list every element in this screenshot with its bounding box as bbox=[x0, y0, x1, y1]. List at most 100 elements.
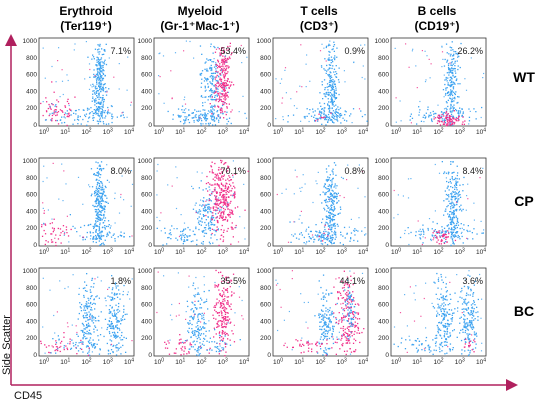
scatter-point bbox=[211, 232, 213, 235]
scatter-point bbox=[122, 111, 124, 113]
scatter-point bbox=[309, 237, 311, 239]
scatter-point bbox=[311, 350, 313, 353]
scatter-point bbox=[419, 228, 421, 230]
scatter-point bbox=[110, 323, 112, 325]
scatter-point bbox=[94, 346, 96, 349]
scatter-point bbox=[315, 230, 317, 232]
scatter-point bbox=[97, 213, 99, 215]
scatter-point bbox=[118, 88, 120, 90]
scatter-point bbox=[445, 125, 447, 127]
scatter-point bbox=[100, 57, 103, 59]
panel-frame bbox=[38, 37, 135, 127]
scatter-point bbox=[341, 337, 343, 339]
scatter-point bbox=[51, 103, 53, 105]
scatter-point bbox=[328, 329, 330, 332]
scatter-point bbox=[100, 70, 102, 73]
scatter-point bbox=[55, 352, 57, 354]
scatter-point bbox=[175, 237, 177, 239]
scatter-point bbox=[98, 190, 100, 192]
scatter-point bbox=[199, 73, 201, 75]
scatter-point bbox=[105, 87, 107, 89]
scatter-point bbox=[327, 108, 330, 110]
scatter-point bbox=[452, 121, 454, 123]
scatter-point bbox=[223, 90, 225, 92]
scatter-point bbox=[452, 242, 454, 245]
scatter-point bbox=[220, 183, 223, 185]
scatter-point bbox=[102, 97, 104, 99]
scatter-point bbox=[216, 229, 219, 231]
scatter-point bbox=[344, 328, 346, 330]
scatter-point bbox=[452, 97, 454, 99]
scatter-point bbox=[212, 223, 214, 226]
scatter-point bbox=[102, 64, 104, 67]
scatter-point bbox=[217, 72, 219, 74]
scatter-point bbox=[215, 195, 218, 197]
x-tick-label: 101 bbox=[60, 128, 70, 137]
scatter-point bbox=[223, 332, 225, 335]
scatter-point bbox=[94, 316, 96, 319]
scatter-point bbox=[202, 123, 204, 125]
scatter-point bbox=[98, 214, 100, 216]
scatter-point bbox=[443, 111, 446, 114]
scatter-point bbox=[448, 115, 451, 117]
scatter-point bbox=[104, 110, 106, 112]
scatter-point bbox=[100, 88, 102, 90]
scatter-point bbox=[457, 117, 459, 119]
scatter-point bbox=[101, 108, 103, 110]
scatter-point bbox=[450, 49, 452, 51]
scatter-point bbox=[203, 321, 205, 324]
scatter-point bbox=[222, 175, 225, 177]
scatter-point bbox=[451, 41, 453, 43]
scatter-point bbox=[209, 103, 211, 105]
scatter-point bbox=[223, 309, 225, 311]
scatter-point bbox=[212, 242, 214, 244]
scatter-point bbox=[459, 227, 461, 230]
scatter-point bbox=[331, 238, 334, 240]
scatter-point bbox=[125, 337, 127, 339]
scatter-point bbox=[67, 115, 69, 117]
y-tick-label: 800 bbox=[378, 285, 389, 292]
scatter-point bbox=[48, 351, 50, 354]
scatter-point bbox=[225, 103, 228, 105]
scatter-point bbox=[101, 65, 103, 67]
y-tick-label: 0 bbox=[148, 352, 152, 359]
scatter-point bbox=[103, 205, 105, 207]
scatter-point bbox=[97, 44, 99, 46]
scatter-point bbox=[183, 222, 186, 224]
scatter-point bbox=[465, 209, 467, 211]
scatter-point bbox=[217, 85, 219, 88]
scatter-point bbox=[98, 235, 100, 237]
scatter-point bbox=[452, 221, 455, 224]
scatter-point bbox=[100, 174, 102, 176]
scatter-point bbox=[82, 331, 84, 333]
scatter-point bbox=[434, 117, 437, 119]
scatter-point bbox=[397, 213, 399, 216]
scatter-point bbox=[191, 308, 193, 310]
scatter-point bbox=[323, 328, 326, 330]
scatter-point bbox=[329, 220, 331, 223]
scatter-point bbox=[56, 346, 58, 348]
scatter-point bbox=[300, 352, 302, 354]
x-tick-label: 100 bbox=[273, 358, 283, 367]
scatter-point bbox=[186, 236, 189, 238]
scatter-point bbox=[209, 66, 211, 69]
scatter-point bbox=[245, 117, 248, 119]
scatter-point bbox=[88, 342, 91, 344]
scatter-point bbox=[168, 342, 170, 344]
scatter-point bbox=[445, 233, 447, 236]
scatter-point bbox=[330, 224, 332, 226]
scatter-point bbox=[193, 334, 195, 336]
scatter-point bbox=[328, 111, 330, 113]
scatter-point bbox=[94, 317, 97, 319]
scatter-point bbox=[221, 296, 223, 298]
scatter-point bbox=[457, 181, 459, 183]
scatter-point bbox=[449, 71, 451, 73]
scatter-point bbox=[454, 204, 456, 206]
scatter-point bbox=[95, 110, 97, 112]
x-tick-label: 102 bbox=[82, 358, 92, 367]
scatter-point bbox=[99, 64, 102, 66]
scatter-point bbox=[55, 106, 58, 108]
x-tick-label: 103 bbox=[218, 248, 228, 257]
scatter-point bbox=[199, 213, 201, 215]
scatter-point bbox=[324, 223, 326, 225]
